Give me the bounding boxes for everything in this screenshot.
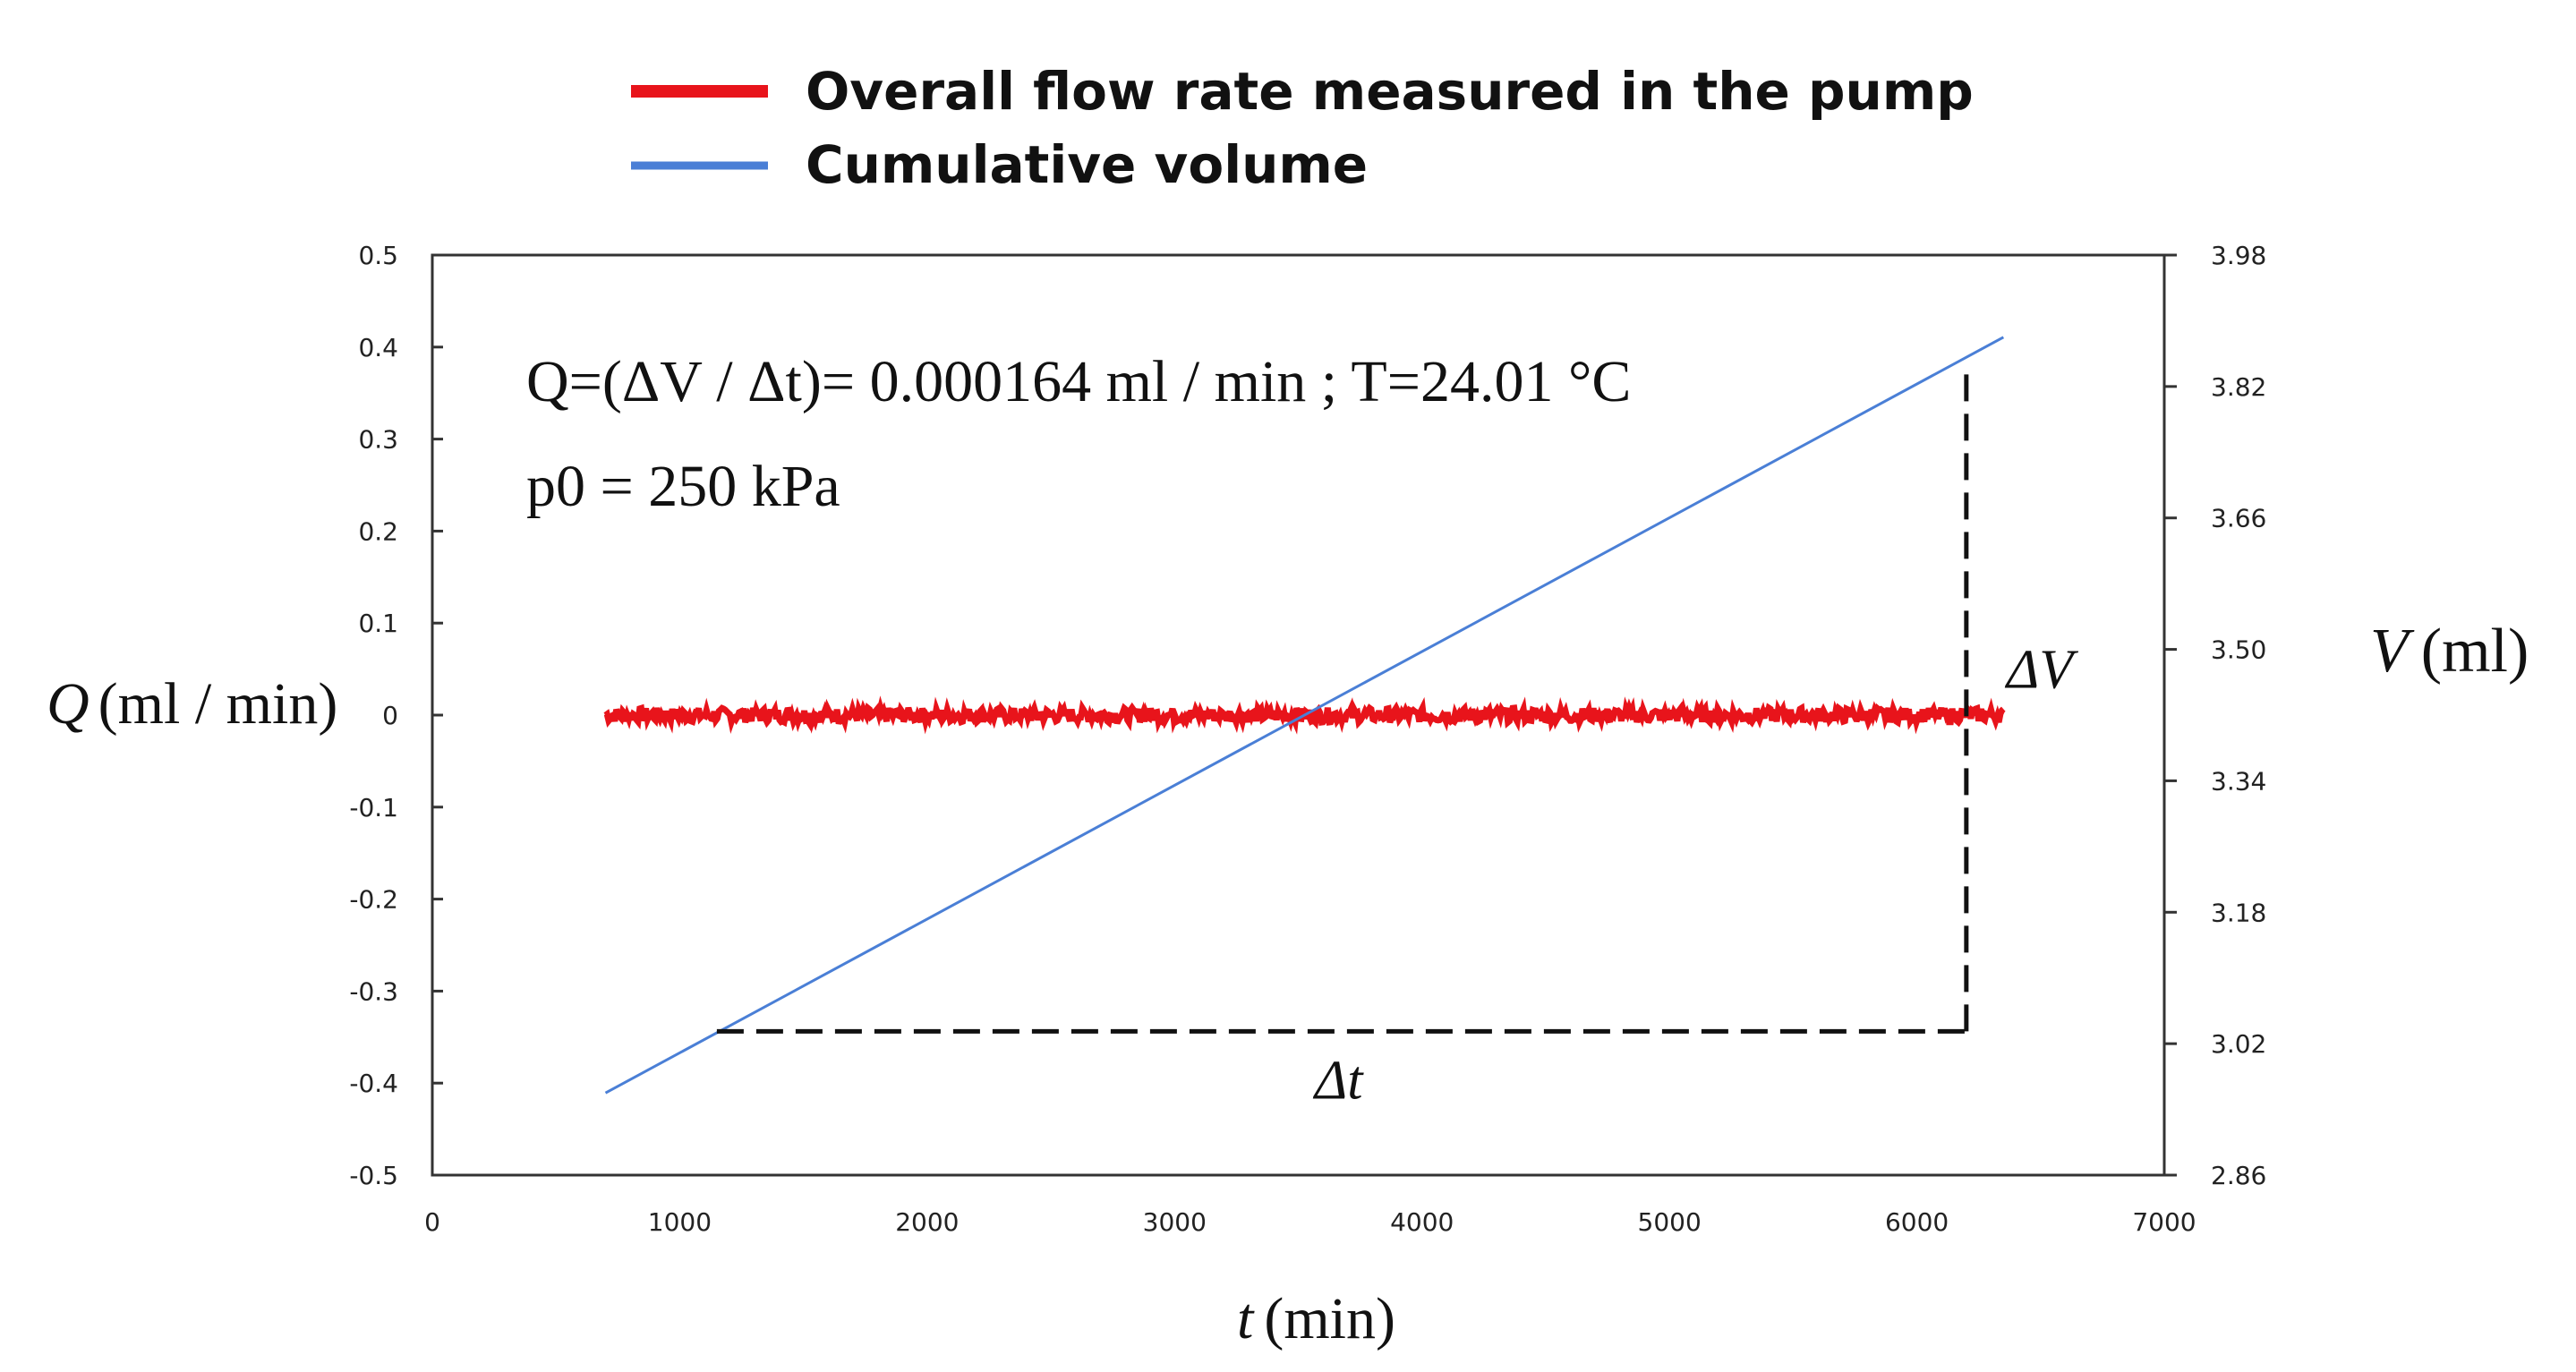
y-right-tick-label: 3.02 <box>2211 1029 2266 1059</box>
y-left-tick-label: 0.1 <box>358 609 398 638</box>
y-left-tick-label: 0.4 <box>358 333 398 362</box>
y-right-tick-label: 3.98 <box>2211 241 2266 270</box>
annotation-equation: Q=(ΔV / Δt)= 0.000164 ml / min ; T=24.01… <box>526 349 1631 414</box>
y-right-axis-ticks: 3.98 3.82 3.66 3.50 3.34 3.18 3.02 2.86 <box>2164 241 2266 1190</box>
x-tick-label: 1000 <box>648 1207 712 1237</box>
y-left-tick-label: 0.3 <box>358 425 398 455</box>
series-cumulative-volume <box>604 336 2005 1095</box>
y-right-tick-label: 3.66 <box>2211 504 2266 533</box>
y-left-axis-title: Q (ml / min) <box>47 671 337 737</box>
y-left-axis-ticks: 0.5 0.4 0.3 0.2 0.1 0 -0.1 -0.2 -0.3 -0.4 -0.5 <box>349 241 443 1190</box>
annotation-pressure: p0 = 250 kPa <box>526 454 840 519</box>
legend-label-volume: Cumulative volume <box>806 134 1368 195</box>
y-right-tick-label: 2.86 <box>2211 1161 2266 1190</box>
x-tick-label: 0 <box>424 1207 440 1237</box>
y-right-tick-label: 3.18 <box>2211 898 2266 927</box>
y-left-tick-label: -0.2 <box>349 885 398 915</box>
x-tick-label: 2000 <box>895 1207 959 1237</box>
y-right-tick-label: 3.34 <box>2211 766 2266 796</box>
x-axis-ticks: 0 1000 2000 3000 4000 5000 6000 7000 <box>424 1207 2196 1237</box>
legend-label-flow: Overall flow rate measured in the pump <box>806 61 1974 122</box>
y-left-tick-label: 0.5 <box>358 241 398 270</box>
y-left-tick-label: 0.2 <box>358 516 398 546</box>
y-left-tick-label: -0.3 <box>349 976 398 1006</box>
x-tick-label: 7000 <box>2132 1207 2196 1237</box>
delta-v-label: ΔV <box>2004 639 2078 700</box>
y-right-tick-label: 3.82 <box>2211 372 2266 402</box>
legend: Overall flow rate measured in the pump C… <box>631 61 1974 195</box>
x-tick-label: 4000 <box>1390 1207 1454 1237</box>
x-axis-title: t (min) <box>1237 1286 1395 1351</box>
y-left-tick-label: -0.1 <box>349 793 398 822</box>
y-left-tick-label: 0 <box>382 701 398 730</box>
y-right-tick-label: 3.50 <box>2211 635 2266 665</box>
y-left-tick-label: -0.4 <box>349 1069 398 1098</box>
y-left-tick-label: -0.5 <box>349 1161 398 1190</box>
delta-t-label: Δt <box>1312 1050 1364 1111</box>
x-tick-label: 3000 <box>1143 1207 1207 1237</box>
y-right-axis-title: V (ml) <box>2370 617 2529 686</box>
series-flow-rate <box>603 695 2006 735</box>
x-tick-label: 6000 <box>1885 1207 1949 1237</box>
x-tick-label: 5000 <box>1638 1207 1702 1237</box>
